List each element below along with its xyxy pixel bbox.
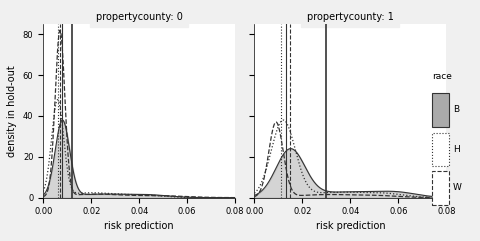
Text: W: W [453,183,462,193]
Text: race: race [432,72,452,81]
Text: H: H [453,145,460,154]
Title: propertycounty: 1: propertycounty: 1 [307,12,394,22]
FancyBboxPatch shape [432,133,449,166]
FancyBboxPatch shape [432,171,449,205]
FancyBboxPatch shape [432,93,449,127]
Title: propertycounty: 0: propertycounty: 0 [96,12,182,22]
Y-axis label: density in hold-out: density in hold-out [7,65,17,157]
Text: risk prediction: risk prediction [104,221,174,231]
Text: B: B [453,105,459,114]
Text: risk prediction: risk prediction [315,221,385,231]
